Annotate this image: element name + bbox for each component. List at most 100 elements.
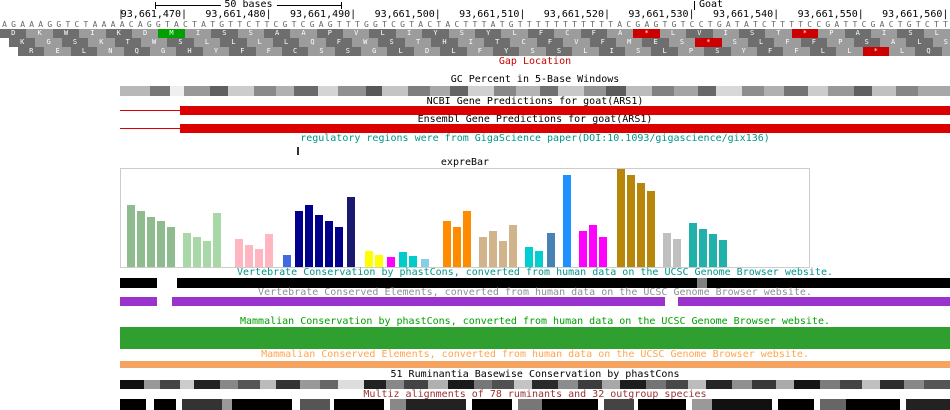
gc-percent-band[interactable] — [120, 86, 950, 96]
amino-acid-cell: F — [580, 29, 607, 38]
amino-acid-cell: L — [246, 38, 273, 47]
band-segment — [516, 86, 540, 96]
expression-bar — [637, 183, 645, 267]
exprebar-chart[interactable] — [120, 168, 810, 268]
amino-acid-cell: C — [554, 29, 581, 38]
amino-acid-cell: A — [844, 29, 871, 38]
amino-acid-cell: A — [290, 29, 317, 38]
band-segment — [172, 297, 665, 306]
track-label-ncbi-genes[interactable]: NCBI Gene Predictions for goat(ARS1) — [426, 96, 644, 107]
track-label-gap-location[interactable]: Gap Location — [498, 56, 572, 67]
expression-bar — [589, 225, 597, 267]
band-segment — [260, 380, 276, 389]
ruler-position-label: 93,661,490| — [289, 9, 357, 20]
band-segment — [194, 380, 220, 389]
band-segment — [820, 399, 846, 410]
amino-acid-cell: K — [88, 38, 115, 47]
translation-frame-row: D K W I K D M I S S A A P V L I Y S Y L F C F A * L V I S T * P A I S L — [0, 29, 950, 38]
expression-bar — [599, 237, 607, 267]
track-label-ensembl-genes[interactable]: Ensembl Gene Predictions for goat(ARS1) — [417, 114, 653, 125]
expression-bar — [335, 227, 343, 267]
ruminantia-conservation-band[interactable] — [120, 380, 950, 389]
expression-bar — [489, 231, 497, 267]
expression-bar — [295, 211, 303, 267]
track-label-ruminantia-conservation[interactable]: 51 Ruminantia Basewise Conservation by p… — [390, 369, 680, 380]
amino-acid-cell: T — [765, 29, 792, 38]
track-label-vertebrate-conservation[interactable]: Vertebrate Conservation by phastCons, co… — [236, 267, 834, 278]
amino-acid-cell: F — [756, 47, 784, 56]
track-label-vertebrate-elements[interactable]: Vertebrate Conserved Elements, converted… — [258, 287, 812, 298]
amino-acid-cell: F — [774, 38, 801, 47]
amino-acid-cell: Y — [730, 47, 757, 56]
band-segment — [222, 399, 232, 410]
band-segment — [602, 380, 620, 389]
expression-bar — [647, 191, 655, 267]
band-segment — [674, 86, 698, 96]
vertebrate-conservation-band[interactable] — [120, 278, 950, 288]
amino-acid-cell: S — [378, 38, 405, 47]
expression-bar — [137, 211, 145, 267]
amino-acid-cell: H — [176, 47, 203, 56]
band-segment — [170, 86, 184, 96]
amino-acid-cell: S — [334, 47, 362, 56]
band-segment — [918, 86, 950, 96]
amino-acid-cell: G — [149, 47, 177, 56]
expression-bar — [409, 256, 417, 267]
amino-acid-cell: Y — [493, 47, 520, 56]
amino-acid-cell: S — [519, 47, 546, 56]
track-label-exprebar[interactable]: expreBar — [440, 157, 490, 168]
band-segment — [776, 380, 794, 389]
stop-codon-cell: * — [791, 29, 819, 38]
band-segment — [404, 380, 428, 389]
band-segment — [177, 278, 697, 288]
band-segment — [390, 399, 406, 410]
expression-bar — [193, 237, 201, 267]
mammalian-elements-band[interactable] — [120, 361, 950, 368]
amino-acid-cell: F — [325, 38, 353, 47]
expression-bar — [147, 217, 155, 267]
amino-acid-cell: V — [343, 29, 370, 38]
ruler-position-label: 93,661,530| — [628, 9, 695, 20]
position-ruler[interactable]: | 93,661,470| 93,661,480| 93,661,490| 93,66… — [0, 10, 950, 20]
band-segment — [896, 86, 918, 96]
ruler-position-label: 93,661,540| — [712, 9, 780, 20]
track-label-gc-percent[interactable]: GC Percent in 5-Base Windows — [450, 74, 620, 85]
amino-acid-cell: L — [272, 38, 300, 47]
stop-codon-cell: * — [633, 29, 660, 38]
amino-acid-cell: L — [220, 38, 247, 47]
expression-bar — [453, 227, 461, 267]
vertebrate-elements-band[interactable] — [120, 297, 950, 306]
ncbi-gene-track[interactable] — [0, 106, 950, 115]
mammalian-conservation-band[interactable] — [120, 327, 950, 349]
band-segment — [210, 86, 228, 96]
ensembl-gene-track[interactable] — [0, 124, 950, 133]
band-segment — [692, 399, 712, 410]
amino-acid-cell: P — [677, 47, 705, 56]
band-segment — [854, 86, 872, 96]
amino-acid-cell: I — [184, 29, 212, 38]
expression-bar — [463, 211, 471, 267]
band-segment — [808, 86, 828, 96]
regulatory-region-tick[interactable] — [297, 147, 299, 155]
expression-bar — [203, 241, 211, 267]
band-segment — [382, 86, 408, 96]
amino-acid-cell: L — [369, 29, 396, 38]
track-label-regulatory[interactable]: regulatory regions were from GigaScience… — [300, 133, 770, 144]
ruler-position-label: 93,661,480| — [205, 9, 272, 20]
track-label-mammalian-conservation[interactable]: Mammalian Conservation by phastCons, con… — [239, 316, 830, 327]
band-segment — [450, 86, 468, 96]
amino-acid-cell: C — [281, 47, 309, 56]
amino-acid-cell: S — [853, 38, 880, 47]
band-segment — [716, 86, 742, 96]
band-segment — [338, 86, 366, 96]
track-label-mammalian-elements[interactable]: Mammalian Conserved Elements, converted … — [261, 349, 809, 360]
track-label-multiz[interactable]: Multiz alignments of 78 ruminants and 32… — [363, 389, 707, 400]
ruler-position-label: 93,661,550| — [797, 9, 864, 20]
amino-acid-cell: P — [827, 38, 854, 47]
amino-acid-cell: S — [624, 47, 652, 56]
expression-bar — [443, 221, 451, 267]
multiz-alignment-band[interactable] — [120, 399, 950, 410]
